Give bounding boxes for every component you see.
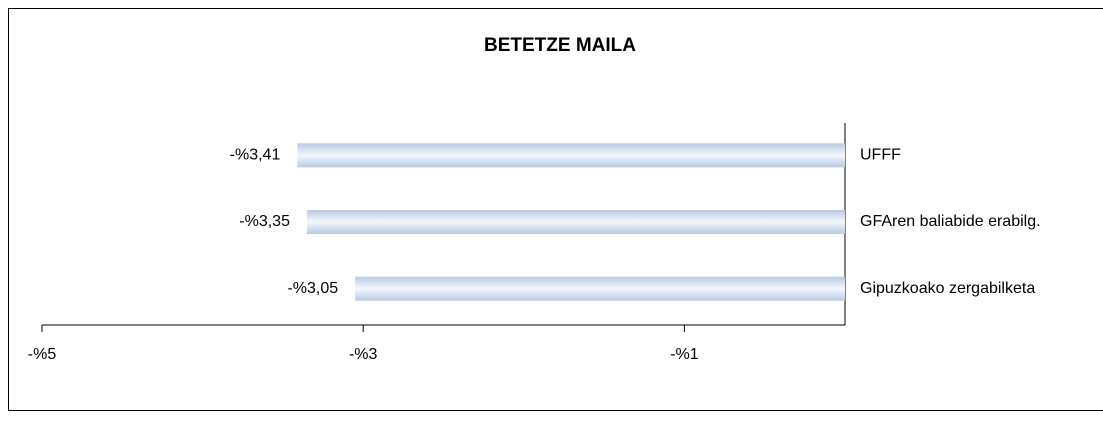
value-label: -%3,05: [287, 280, 338, 297]
category-label: UFFF: [860, 147, 901, 164]
bar: [297, 143, 845, 167]
chart-border: [9, 9, 1103, 411]
bar: [307, 210, 845, 234]
x-tick-label: -%3: [349, 346, 378, 363]
chart-title: BETETZE MAILA: [484, 35, 636, 56]
bar: [355, 277, 845, 301]
category-label: Gipuzkoako zergabilketa: [860, 280, 1035, 297]
category-label: GFAren baliabide erabilg.: [860, 213, 1041, 230]
x-tick-label: -%1: [670, 346, 699, 363]
value-label: -%3,35: [239, 213, 290, 230]
value-label: -%3,41: [230, 147, 281, 164]
x-tick-label: -%5: [28, 346, 57, 363]
